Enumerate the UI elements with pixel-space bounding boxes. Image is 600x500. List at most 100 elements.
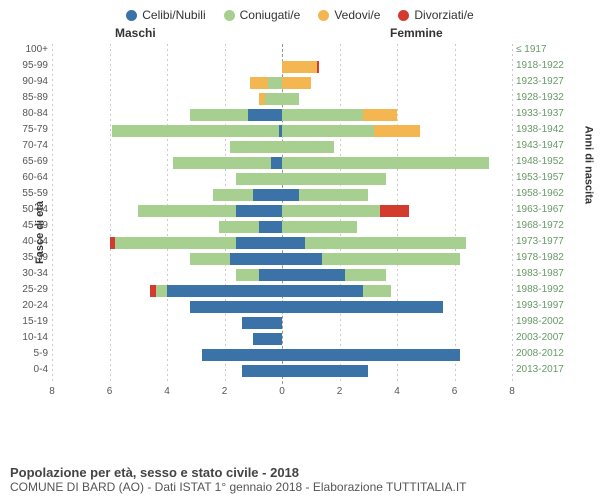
age-label: 50-54 [14, 204, 48, 215]
age-row: 90-941923-1927 [52, 76, 512, 90]
age-row: 85-891928-1932 [52, 92, 512, 106]
chart-footer: Popolazione per età, sesso e stato civil… [10, 465, 467, 494]
age-label: 20-24 [14, 300, 48, 311]
age-label: 35-39 [14, 252, 48, 263]
plot-area: 100+≤ 191795-991918-192290-941923-192785… [52, 44, 512, 404]
bar-f [282, 269, 386, 281]
bar-m [230, 141, 282, 153]
age-row: 70-741943-1947 [52, 140, 512, 154]
bar-m [213, 189, 282, 201]
segment [242, 317, 282, 329]
bar-m [202, 349, 283, 361]
segment [282, 77, 311, 89]
age-label: 25-29 [14, 284, 48, 295]
segment [167, 285, 282, 297]
segment [253, 189, 282, 201]
segment [282, 109, 363, 121]
age-label: 15-19 [14, 316, 48, 327]
segment [363, 285, 392, 297]
birth-label: 1948-1952 [516, 156, 574, 167]
age-label: 90-94 [14, 76, 48, 87]
bar-f [282, 365, 368, 377]
segment [282, 269, 345, 281]
segment [305, 237, 466, 249]
segment [282, 125, 374, 137]
segment [268, 77, 282, 89]
x-tick: 8 [509, 386, 515, 397]
segment [253, 333, 282, 345]
age-row: 25-291988-1992 [52, 284, 512, 298]
segment [219, 221, 259, 233]
age-row: 20-241993-1997 [52, 300, 512, 314]
bar-f [282, 77, 311, 89]
segment [190, 253, 230, 265]
bar-m [236, 269, 282, 281]
bar-m [173, 157, 282, 169]
segment [282, 285, 363, 297]
bar-m [219, 221, 282, 233]
bar-f [282, 221, 357, 233]
age-label: 0-4 [14, 364, 48, 375]
x-tick: 2 [337, 386, 343, 397]
age-row: 100+≤ 1917 [52, 44, 512, 58]
bar-f [282, 301, 443, 313]
x-tick: 2 [222, 386, 228, 397]
segment [236, 269, 259, 281]
segment [380, 205, 409, 217]
age-row: 60-641953-1957 [52, 172, 512, 186]
age-label: 40-44 [14, 236, 48, 247]
segment [282, 61, 317, 73]
age-label: 65-69 [14, 156, 48, 167]
bar-f [282, 205, 409, 217]
bar-f [282, 109, 397, 121]
birth-label: 2003-2007 [516, 332, 574, 343]
legend-item: Divorziati/e [398, 8, 473, 22]
segment [282, 173, 386, 185]
legend: Celibi/NubiliConiugati/eVedovi/eDivorzia… [0, 0, 600, 26]
age-label: 80-84 [14, 108, 48, 119]
segment [112, 125, 279, 137]
age-label: 60-64 [14, 172, 48, 183]
birth-label: 1943-1947 [516, 140, 574, 151]
legend-label: Vedovi/e [334, 8, 380, 22]
age-row: 50-541963-1967 [52, 204, 512, 218]
age-row: 0-42013-2017 [52, 364, 512, 378]
age-label: 45-49 [14, 220, 48, 231]
age-row: 10-142003-2007 [52, 332, 512, 346]
age-label: 30-34 [14, 268, 48, 279]
segment [317, 61, 320, 73]
segment [282, 141, 334, 153]
bar-m [242, 317, 282, 329]
bar-f [282, 157, 489, 169]
bar-f [282, 61, 319, 73]
age-row: 30-341983-1987 [52, 268, 512, 282]
legend-swatch [318, 10, 329, 21]
segment [282, 221, 357, 233]
header-female: Femmine [390, 26, 443, 40]
x-tick: 6 [452, 386, 458, 397]
segment [230, 141, 282, 153]
age-row: 95-991918-1922 [52, 60, 512, 74]
bar-f [282, 189, 368, 201]
bar-m [190, 253, 282, 265]
segment [322, 253, 460, 265]
gender-headers: Maschi Femmine [0, 26, 600, 44]
birth-label: 1978-1982 [516, 252, 574, 263]
age-label: 10-14 [14, 332, 48, 343]
bar-m [112, 125, 282, 137]
x-tick: 6 [107, 386, 113, 397]
segment [190, 109, 248, 121]
birth-label: 1993-1997 [516, 300, 574, 311]
bar-m [259, 93, 282, 105]
age-label: 55-59 [14, 188, 48, 199]
birth-label: 1958-1962 [516, 188, 574, 199]
legend-swatch [398, 10, 409, 21]
age-row: 15-191998-2002 [52, 316, 512, 330]
birth-label: 1933-1937 [516, 108, 574, 119]
birth-label: 1968-1972 [516, 220, 574, 231]
segment [156, 285, 168, 297]
segment [236, 237, 282, 249]
segment [190, 301, 282, 313]
segment [259, 221, 282, 233]
bar-f [282, 237, 466, 249]
